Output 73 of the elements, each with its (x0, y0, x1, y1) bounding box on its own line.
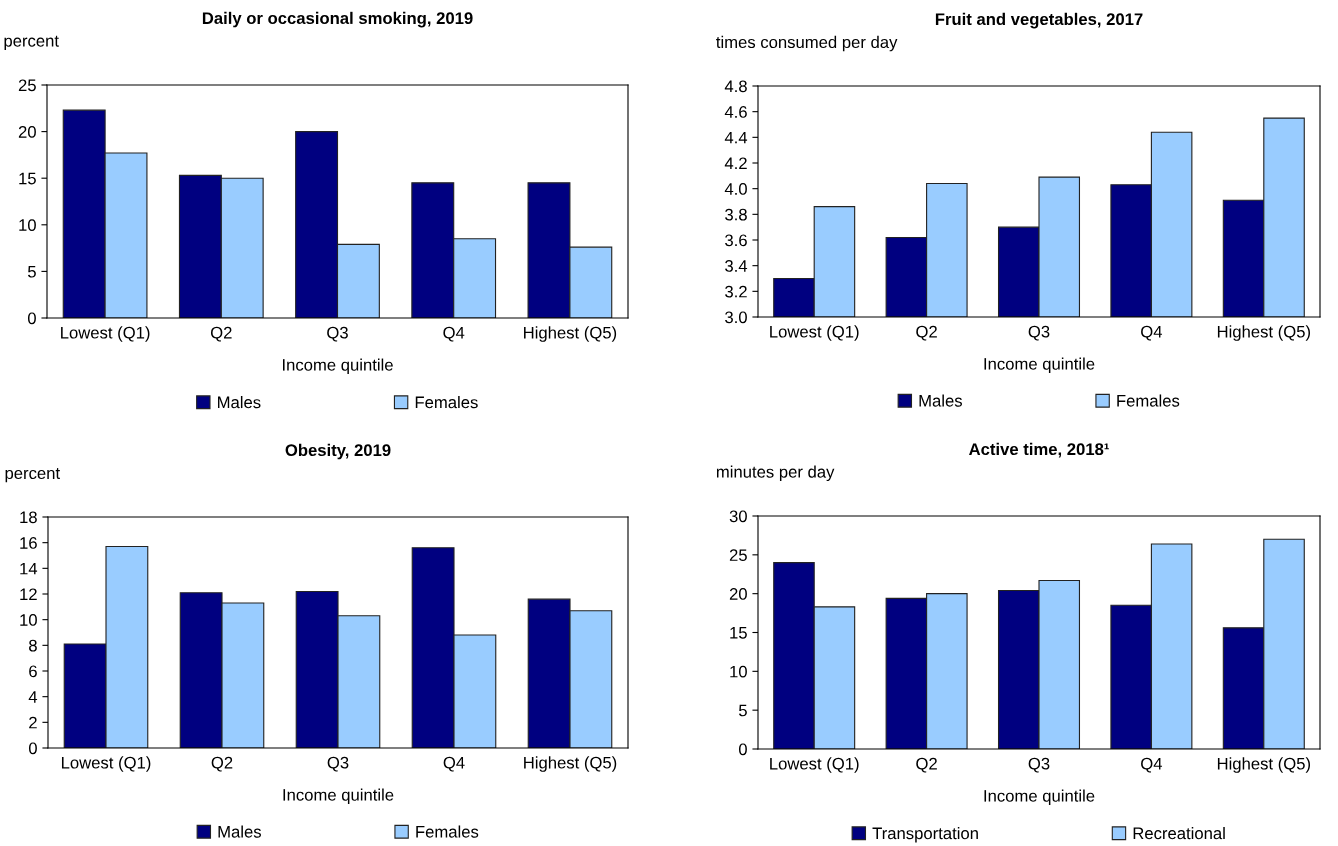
y-tick-label: 3.4 (725, 260, 748, 272)
x-tick-label: Q4 (1141, 325, 1163, 341)
y-tick-label: 4.6 (724, 106, 747, 118)
legend-label: Females (416, 825, 479, 838)
y-tick-label: 3.0 (725, 311, 747, 324)
y-tick-label: 30 (729, 510, 747, 523)
legend-label: Recreational (1133, 827, 1225, 840)
x-tick-label: Highest (Q5) (524, 326, 617, 342)
y-tick-label: 10 (20, 614, 37, 626)
y-tick-label: 25 (18, 79, 36, 92)
y-tick-label: 5 (738, 704, 747, 717)
y-axis-title: minutes per day (716, 465, 835, 482)
x-tick-label: Q4 (1141, 757, 1163, 773)
x-tick-label: Q2 (210, 326, 232, 342)
y-tick-label: 4 (28, 691, 38, 703)
x-tick-label: Q4 (443, 756, 465, 772)
y-tick-label: 20 (18, 126, 36, 138)
legend-label: Males (919, 394, 963, 407)
y-tick-label: 4.0 (724, 183, 747, 195)
y-tick-label: 4.2 (724, 157, 747, 170)
x-tick-label: Highest (Q5) (1217, 757, 1311, 773)
chart-title: Daily or occasional smoking, 2019 (202, 11, 473, 28)
x-axis-title: Income quintile (984, 357, 1095, 374)
y-axis-title: times consumed per day (716, 35, 898, 52)
y-tick-label: 18 (20, 511, 37, 524)
legend-label: Females (415, 396, 478, 409)
y-tick-label: 0 (738, 743, 747, 756)
x-tick-label: Q3 (1028, 325, 1050, 341)
y-tick-label: 25 (729, 549, 747, 562)
y-tick-label: 8 (29, 639, 37, 652)
x-tick-label: Q3 (327, 326, 348, 342)
x-axis-title: Income quintile (282, 358, 393, 375)
y-tick-label: 20 (729, 588, 747, 600)
x-tick-label: Highest (Q5) (1217, 325, 1311, 341)
y-tick-label: 12 (20, 588, 37, 601)
x-tick-label: Q2 (916, 325, 937, 341)
x-tick-label: Lowest (Q1) (61, 756, 151, 772)
x-tick-label: Q2 (211, 756, 233, 772)
legend-label: Females (1117, 394, 1180, 407)
chart-title: Fruit and vegetables, 2017 (935, 12, 1143, 29)
x-tick-label: Q3 (327, 756, 349, 772)
x-axis-title: Income quintile (984, 789, 1095, 806)
y-tick-label: 16 (20, 537, 37, 549)
y-tick-label: 3.8 (725, 208, 747, 221)
chart-title: Obesity, 2019 (285, 443, 391, 460)
y-tick-label: 15 (730, 627, 747, 639)
y-tick-label: 0 (27, 312, 36, 325)
x-tick-label: Lowest (Q1) (770, 325, 859, 341)
x-axis-title: Income quintile (283, 788, 394, 805)
x-tick-label: Highest (Q5) (524, 756, 617, 772)
legend-label: Males (218, 825, 262, 838)
x-tick-label: Q3 (1028, 757, 1050, 773)
y-tick-label: 6 (29, 665, 37, 678)
y-tick-label: 10 (730, 665, 747, 678)
x-tick-label: Q2 (916, 757, 937, 773)
y-axis-title: percent (4, 35, 59, 51)
y-tick-label: 3.6 (725, 234, 747, 247)
y-axis-title: percent (5, 468, 60, 483)
x-tick-label: Q4 (443, 326, 465, 342)
y-tick-label: 4.4 (724, 131, 748, 144)
y-tick-label: 0 (28, 742, 37, 755)
y-tick-label: 2 (29, 716, 37, 729)
legend-label: Transportation (872, 827, 978, 843)
x-tick-label: Lowest (Q1) (61, 326, 150, 342)
chart-title: Active time, 2018¹ (969, 442, 1109, 458)
y-tick-label: 10 (19, 219, 36, 231)
y-tick-label: 5 (27, 265, 36, 278)
legend-label: Males (218, 396, 261, 409)
y-tick-label: 4.8 (724, 80, 747, 93)
x-tick-label: Lowest (Q1) (770, 757, 859, 773)
y-tick-label: 3.2 (725, 285, 747, 298)
y-tick-label: 15 (19, 172, 36, 185)
y-tick-label: 14 (20, 562, 38, 575)
